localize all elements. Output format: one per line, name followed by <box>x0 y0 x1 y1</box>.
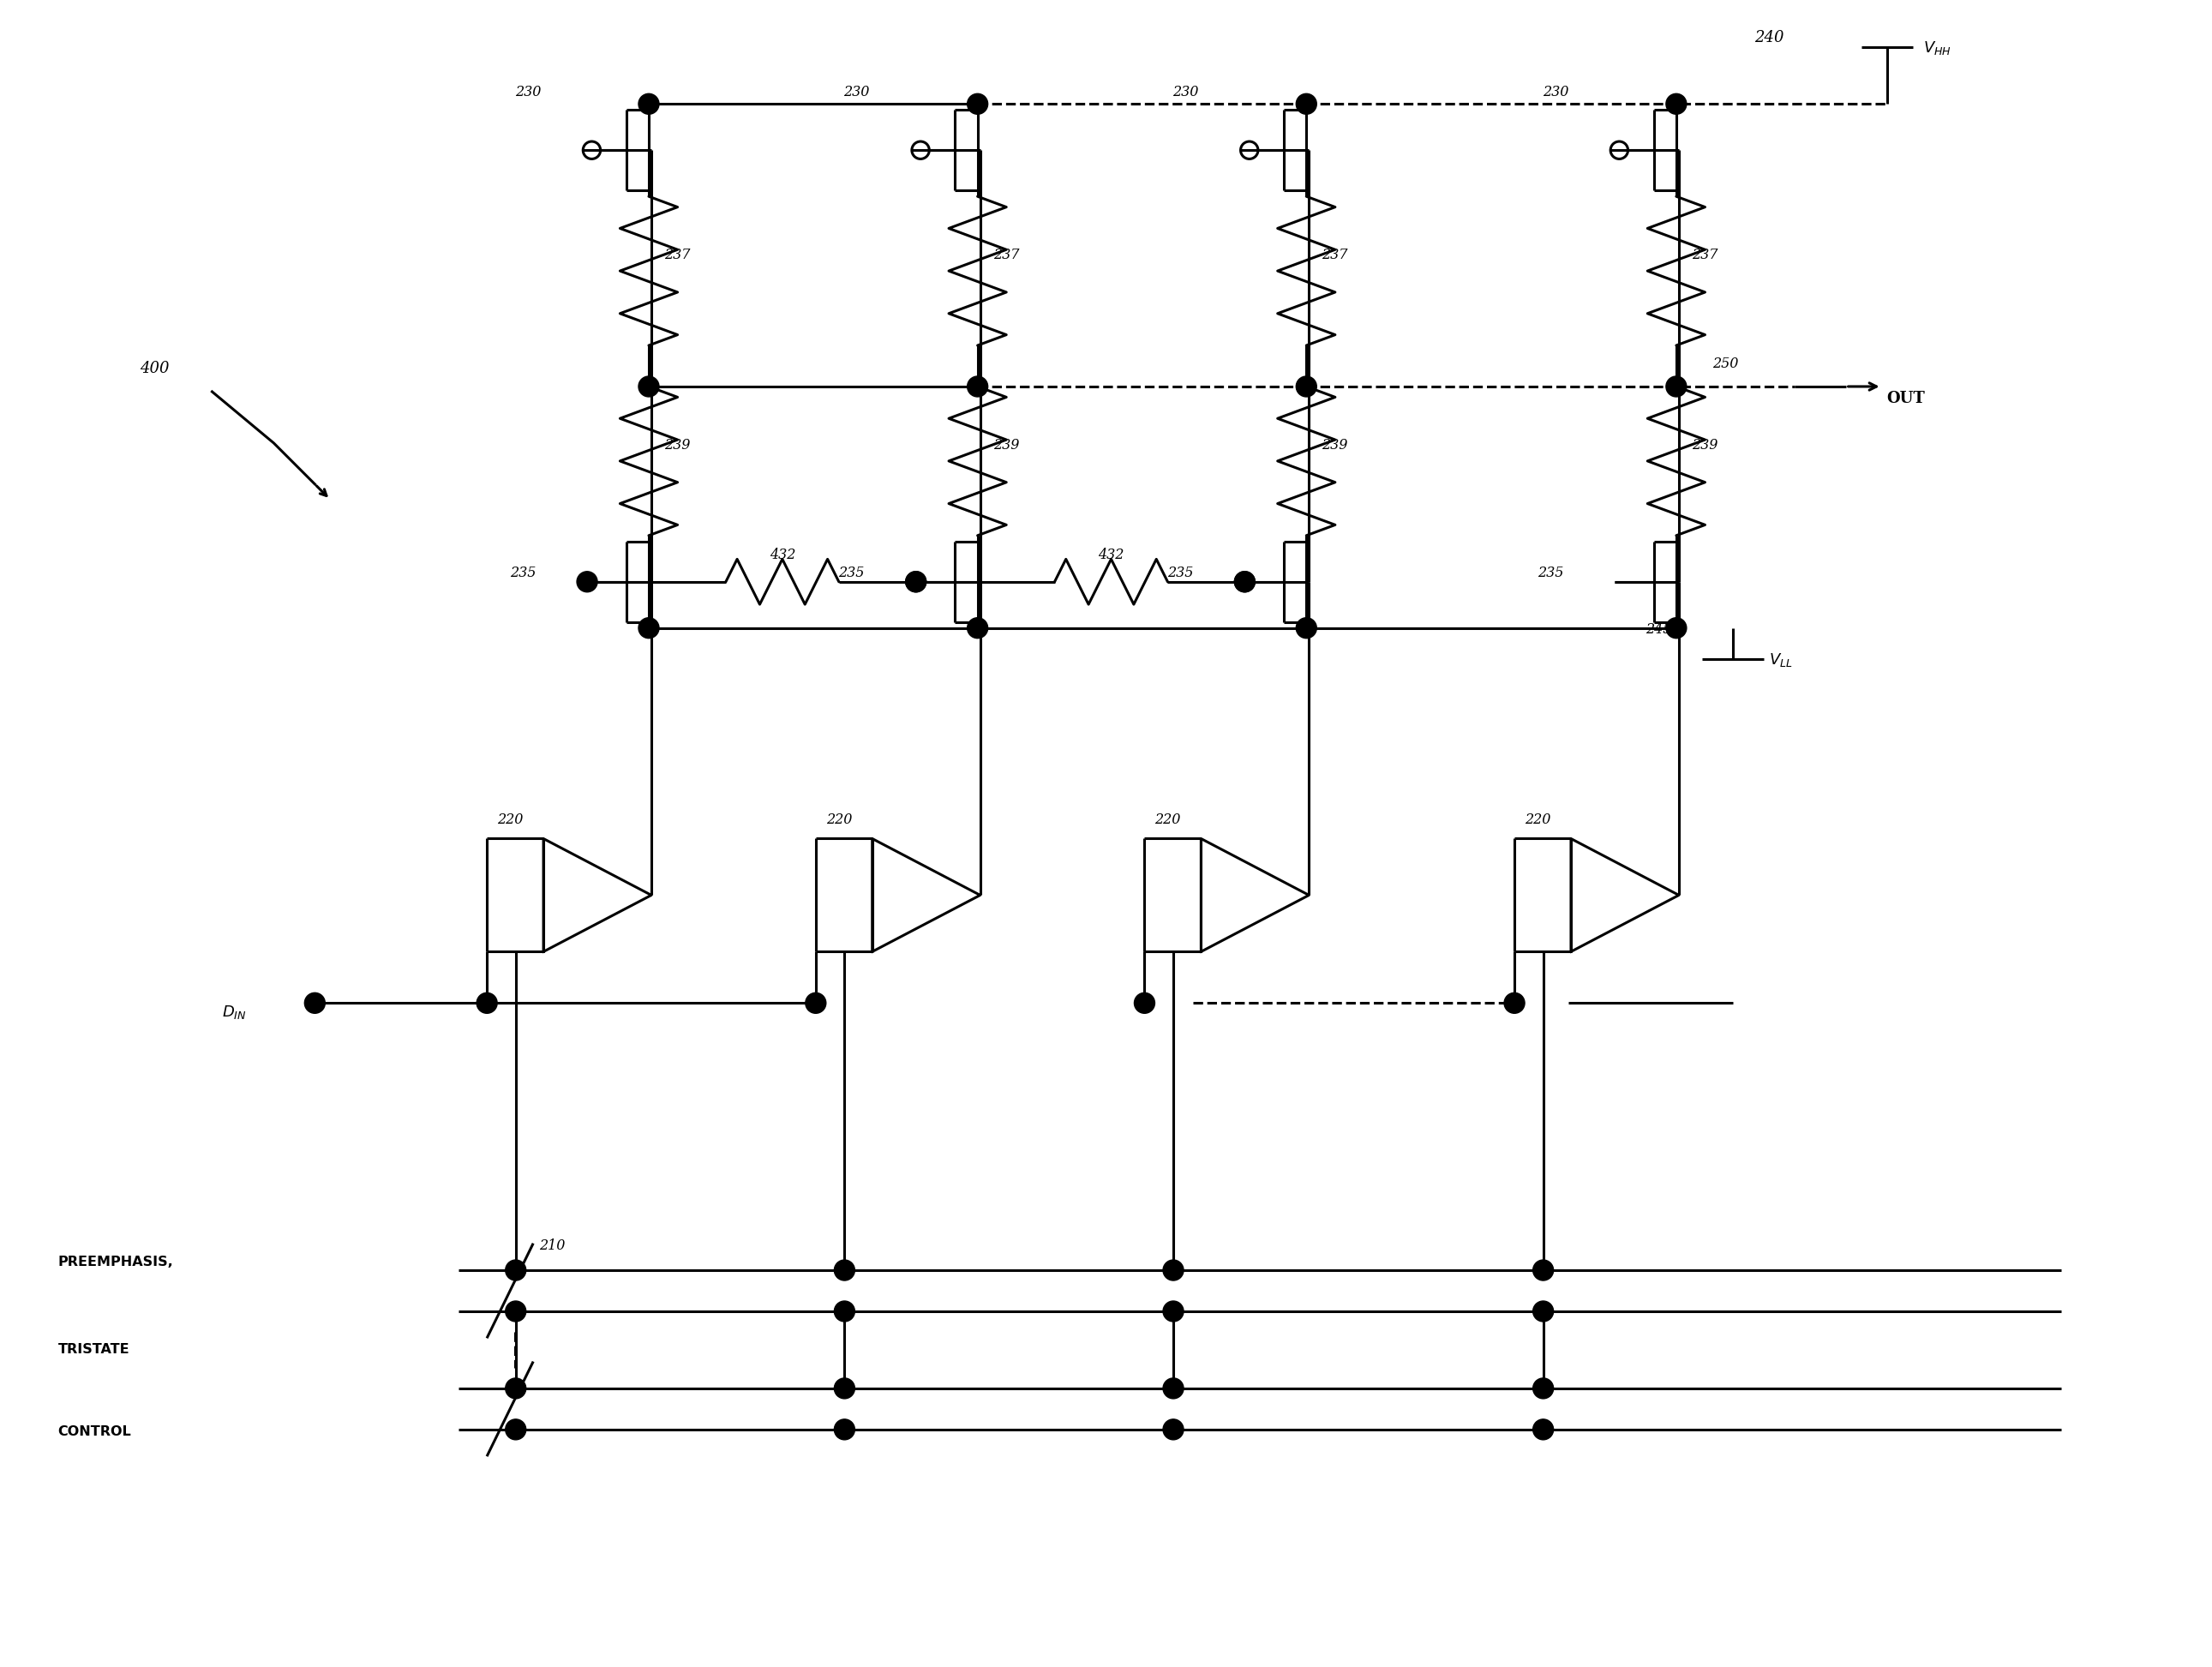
Circle shape <box>967 618 989 638</box>
Text: 240: 240 <box>1754 30 1785 45</box>
Circle shape <box>305 994 325 1014</box>
Text: 230: 230 <box>515 85 542 98</box>
Text: 237: 237 <box>1323 247 1347 262</box>
Circle shape <box>1296 618 1316 638</box>
Circle shape <box>967 377 989 397</box>
Circle shape <box>834 1419 854 1440</box>
Text: 220: 220 <box>498 812 524 827</box>
Circle shape <box>834 1260 854 1280</box>
Circle shape <box>1533 1260 1553 1280</box>
Text: PREEMPHASIS,: PREEMPHASIS, <box>58 1255 173 1269</box>
Text: $V_{HH}$: $V_{HH}$ <box>1922 40 1951 57</box>
Circle shape <box>1296 93 1316 115</box>
Circle shape <box>504 1260 526 1280</box>
Circle shape <box>577 572 597 592</box>
Circle shape <box>1135 994 1155 1014</box>
Text: $D_{IN}$: $D_{IN}$ <box>223 1004 248 1020</box>
Text: TRISTATE: TRISTATE <box>58 1344 131 1355</box>
Circle shape <box>905 572 927 592</box>
Circle shape <box>1666 93 1686 115</box>
Circle shape <box>1164 1419 1183 1440</box>
Text: 220: 220 <box>1524 812 1551 827</box>
Circle shape <box>1533 1300 1553 1322</box>
Text: 230: 230 <box>843 85 869 98</box>
Text: 235: 235 <box>509 565 535 580</box>
Text: 239: 239 <box>664 437 690 452</box>
Circle shape <box>1296 377 1316 397</box>
Text: 432: 432 <box>770 548 796 562</box>
Text: 235: 235 <box>1537 565 1564 580</box>
Circle shape <box>1666 618 1686 638</box>
Circle shape <box>639 93 659 115</box>
Circle shape <box>834 1300 854 1322</box>
Text: OUT: OUT <box>1887 392 1924 407</box>
Text: 220: 220 <box>1155 812 1181 827</box>
Text: 230: 230 <box>1542 85 1568 98</box>
Circle shape <box>1164 1379 1183 1399</box>
Circle shape <box>504 1379 526 1399</box>
Circle shape <box>1164 1300 1183 1322</box>
Circle shape <box>1533 1379 1553 1399</box>
Circle shape <box>1666 377 1686 397</box>
Circle shape <box>639 618 659 638</box>
Circle shape <box>1234 572 1254 592</box>
Circle shape <box>1234 572 1254 592</box>
Circle shape <box>504 1300 526 1322</box>
Text: $V_{LL}$: $V_{LL}$ <box>1770 652 1792 668</box>
Circle shape <box>967 93 989 115</box>
Circle shape <box>1504 994 1524 1014</box>
Text: 210: 210 <box>540 1239 564 1254</box>
Text: 432: 432 <box>1097 548 1124 562</box>
Text: 237: 237 <box>664 247 690 262</box>
Text: CONTROL: CONTROL <box>58 1425 131 1439</box>
Text: 230: 230 <box>1172 85 1199 98</box>
Circle shape <box>1533 1419 1553 1440</box>
Circle shape <box>905 572 927 592</box>
Circle shape <box>805 994 825 1014</box>
Circle shape <box>639 377 659 397</box>
Text: 220: 220 <box>825 812 852 827</box>
Text: 237: 237 <box>993 247 1020 262</box>
Circle shape <box>1164 1260 1183 1280</box>
Circle shape <box>834 1379 854 1399</box>
Text: 239: 239 <box>1323 437 1347 452</box>
Text: 235: 235 <box>838 565 865 580</box>
Circle shape <box>476 994 498 1014</box>
Text: 245: 245 <box>1646 622 1672 637</box>
Text: 250: 250 <box>1712 357 1739 372</box>
Text: 239: 239 <box>993 437 1020 452</box>
Circle shape <box>504 1419 526 1440</box>
Text: 400: 400 <box>139 362 170 377</box>
Text: 235: 235 <box>1168 565 1192 580</box>
Text: 239: 239 <box>1692 437 1719 452</box>
Text: 237: 237 <box>1692 247 1719 262</box>
